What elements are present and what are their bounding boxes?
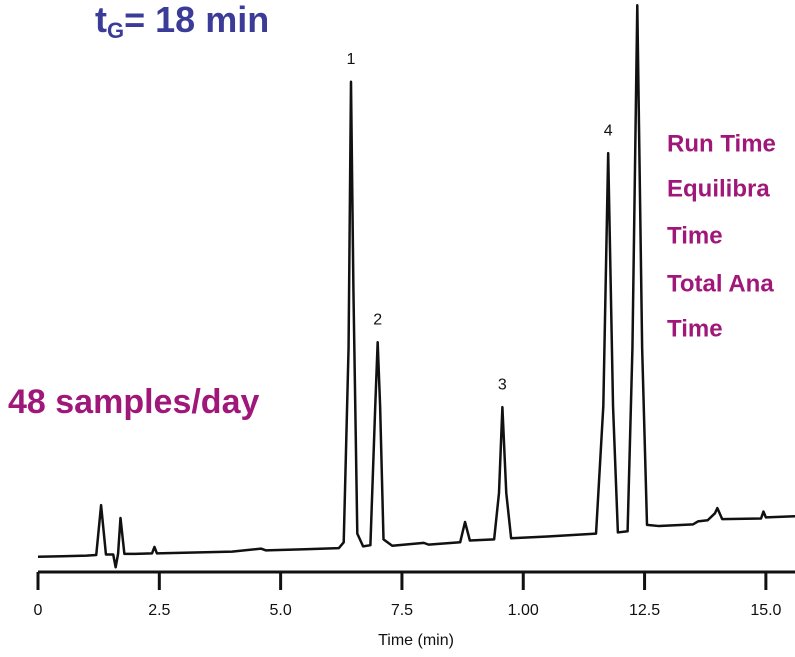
title-main: t: [95, 0, 107, 40]
x-tick-label: 0: [34, 602, 43, 619]
x-tick-label: 15.0: [750, 602, 781, 619]
note: Run Time: [667, 130, 776, 157]
x-tick-label: 7.5: [391, 602, 413, 619]
x-tick-label: 2.5: [148, 602, 170, 619]
title-rest: = 18 min: [124, 0, 269, 40]
x-tick-label: 1.00: [508, 602, 539, 619]
note: Total Ana: [667, 270, 774, 297]
chart-title: tG= 18 min: [95, 0, 269, 43]
note: Equilibra: [667, 175, 770, 202]
note: Time: [667, 222, 723, 249]
x-tick-label: 5.0: [270, 602, 292, 619]
peak-label: 1: [347, 51, 356, 68]
note: Time: [667, 315, 723, 342]
throughput: 48 samples/day: [8, 383, 259, 421]
trace: [37, 3, 795, 569]
title-subscript: G: [107, 18, 124, 43]
x-axis-label: Time (min): [378, 632, 454, 649]
peak-label: 4: [604, 122, 613, 139]
peak-label: 2: [373, 311, 382, 328]
peak-label: 3: [498, 376, 507, 393]
x-tick-label: 12.5: [629, 602, 660, 619]
